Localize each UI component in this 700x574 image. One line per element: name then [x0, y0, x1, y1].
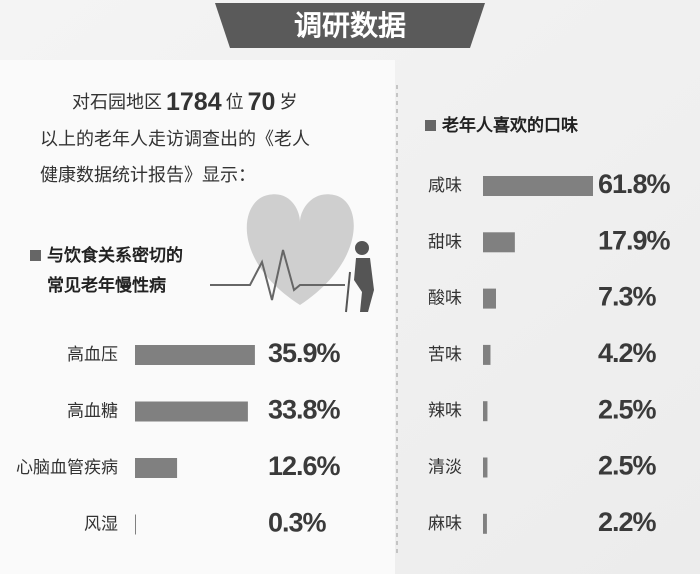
title-bullet — [30, 250, 41, 261]
bar — [483, 344, 491, 365]
title-bullet — [425, 120, 436, 131]
value-label: 2.5% — [598, 451, 657, 481]
header-banner — [215, 3, 485, 48]
bar — [483, 232, 515, 253]
value-label: 35.9% — [268, 338, 341, 368]
category-label: 心脑血管疾病 — [16, 458, 118, 478]
bar — [483, 176, 594, 196]
chart-title: 与饮食关系密切的 — [47, 245, 183, 266]
category-label: 麻味 — [428, 514, 462, 534]
category-label: 苦味 — [428, 345, 462, 365]
category-label: 高血压 — [67, 345, 118, 365]
bar — [135, 401, 248, 422]
category-label: 高血糖 — [67, 402, 118, 422]
value-label: 4.2% — [598, 338, 657, 368]
bar — [483, 401, 488, 422]
intro-line: 以上的老年人走访调查出的《老人 — [40, 129, 310, 150]
header-title: 调研数据 — [294, 9, 406, 42]
left-panel — [0, 60, 395, 574]
bar — [483, 288, 496, 309]
heart-icon — [246, 194, 354, 305]
bar — [483, 457, 488, 478]
category-label: 咸味 — [428, 176, 462, 196]
elder-icon — [345, 241, 374, 313]
category-label: 风湿 — [84, 515, 118, 535]
bar — [135, 345, 255, 365]
category-label: 清淡 — [428, 458, 462, 478]
chart-title: 老年人喜欢的口味 — [441, 115, 578, 136]
intro-line: 健康数据统计报告》显示： — [40, 165, 256, 186]
value-label: 7.3% — [598, 282, 657, 312]
intro-line: 对石园地区 1784 位 70 岁 — [72, 88, 297, 116]
value-label: 33.8% — [268, 395, 341, 425]
bar — [135, 514, 137, 535]
bar — [483, 513, 487, 534]
chart-title: 常见老年慢性病 — [47, 275, 166, 296]
value-label: 0.3% — [268, 508, 327, 538]
value-label: 61.8% — [598, 169, 671, 199]
category-label: 酸味 — [428, 289, 462, 309]
value-label: 12.6% — [268, 451, 341, 481]
pulse-line — [210, 249, 345, 301]
value-label: 2.5% — [598, 394, 657, 424]
category-label: 甜味 — [428, 232, 462, 252]
value-label: 2.2% — [598, 507, 657, 537]
bar — [135, 458, 178, 478]
value-label: 17.9% — [598, 225, 671, 255]
category-label: 辣味 — [428, 401, 462, 421]
